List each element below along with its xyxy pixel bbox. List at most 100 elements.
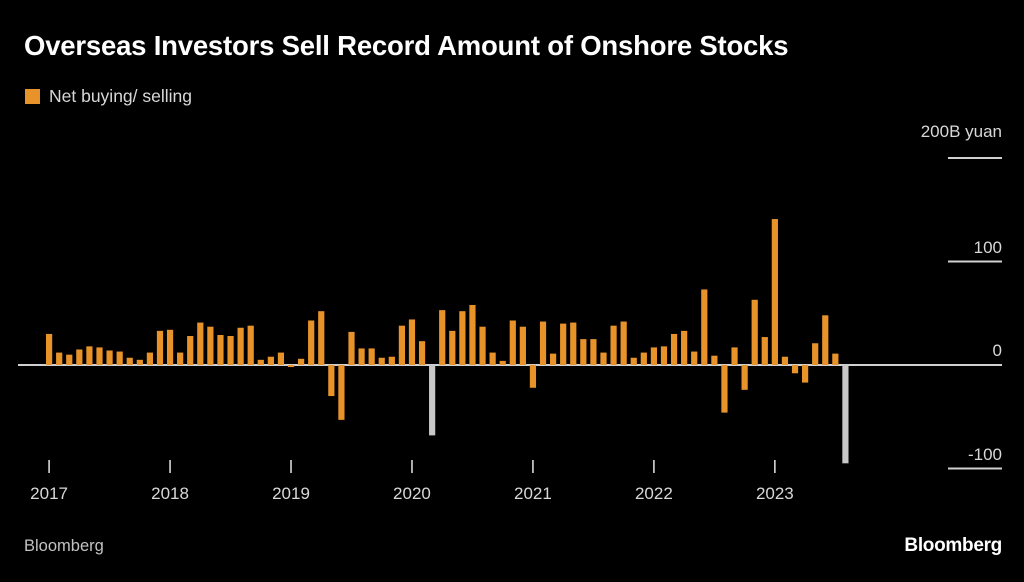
- bar: [237, 327, 244, 365]
- x-tick-label: 2023: [755, 484, 794, 503]
- bar: [791, 365, 799, 374]
- bar: [459, 311, 466, 365]
- bar: [338, 365, 345, 420]
- bar: [519, 326, 526, 365]
- bar: [287, 365, 295, 368]
- bar: [499, 360, 506, 365]
- bar: [177, 352, 184, 365]
- bar: [126, 357, 133, 365]
- brand-logo: Bloomberg: [904, 535, 1002, 556]
- bar: [449, 330, 456, 365]
- bar: [136, 359, 143, 365]
- bar: [469, 304, 476, 365]
- bar: [439, 310, 446, 365]
- bar: [96, 347, 103, 365]
- y-tick-label: 0: [992, 341, 1002, 360]
- bar: [298, 358, 305, 365]
- bar: [106, 350, 113, 365]
- bar: [207, 326, 214, 365]
- bar: [398, 325, 405, 365]
- bar: [711, 355, 718, 365]
- bar: [822, 315, 829, 365]
- bar: [227, 336, 234, 365]
- bar: [781, 356, 789, 365]
- y-tick-label: 100: [973, 237, 1002, 257]
- bar: [550, 353, 557, 365]
- bar: [156, 330, 164, 365]
- bar: [721, 365, 728, 413]
- bar: [691, 351, 698, 365]
- bar: [378, 357, 385, 365]
- bar: [418, 341, 426, 365]
- bar-series: [46, 219, 849, 464]
- bar: [509, 320, 516, 365]
- bar: [388, 356, 395, 365]
- bar: [751, 299, 758, 365]
- x-tick-label: 2022: [634, 484, 673, 503]
- legend: Net buying/ selling: [25, 86, 192, 107]
- bar: [197, 322, 204, 365]
- bar: [560, 323, 567, 365]
- bar: [590, 339, 597, 366]
- bar: [358, 348, 365, 365]
- x-tick-label: 2019: [272, 484, 310, 503]
- bar: [681, 330, 688, 365]
- bar: [277, 352, 285, 365]
- bar: [529, 365, 537, 388]
- bar: [741, 365, 748, 390]
- bar: [267, 356, 274, 365]
- bar: [146, 352, 153, 365]
- bar: [429, 365, 436, 436]
- bar: [86, 346, 93, 365]
- y-axis-tick-lines: [948, 157, 1002, 470]
- y-tick-label: -100: [967, 444, 1002, 464]
- source-label: Bloomberg: [24, 537, 104, 555]
- bar: [408, 319, 416, 365]
- bar: [610, 325, 617, 365]
- x-tick-label: 2020: [393, 484, 431, 503]
- bar: [660, 346, 668, 365]
- bar: [166, 329, 174, 365]
- bar: [650, 347, 657, 365]
- bar: [348, 331, 355, 365]
- bar: [76, 349, 83, 365]
- bar: [46, 333, 53, 365]
- bar: [489, 352, 496, 365]
- x-tick-label: 2018: [151, 484, 189, 503]
- bar: [640, 352, 647, 365]
- page-title: Overseas Investors Sell Record Amount of…: [24, 30, 789, 61]
- bar: [761, 337, 768, 365]
- bar: [217, 334, 224, 365]
- bar: [670, 333, 678, 365]
- bar: [56, 352, 63, 365]
- bar: [600, 352, 607, 365]
- bar: [328, 365, 335, 397]
- bar: [630, 357, 637, 365]
- bar: [580, 339, 587, 366]
- bar: [812, 343, 819, 365]
- bar: [842, 365, 849, 464]
- bar: [318, 311, 325, 365]
- bar: [832, 353, 839, 365]
- bar: [66, 354, 73, 365]
- bar: [187, 336, 194, 365]
- legend-swatch-icon: [25, 89, 40, 104]
- legend-label: Net buying/ selling: [49, 86, 192, 106]
- bar: [539, 321, 547, 365]
- bar: [731, 347, 738, 365]
- bar: [771, 219, 778, 365]
- bar: [247, 325, 254, 365]
- bar: [570, 322, 577, 365]
- bar: [116, 351, 123, 365]
- x-axis-tick-marks: [48, 460, 776, 473]
- y-axis-unit-label: 200B yuan: [920, 122, 1002, 141]
- bar: [308, 320, 315, 365]
- bar: [802, 365, 809, 383]
- bar: [257, 359, 264, 365]
- x-tick-label: 2017: [30, 484, 69, 503]
- bar: [620, 321, 627, 365]
- bar: [368, 348, 375, 365]
- bar: [479, 326, 486, 365]
